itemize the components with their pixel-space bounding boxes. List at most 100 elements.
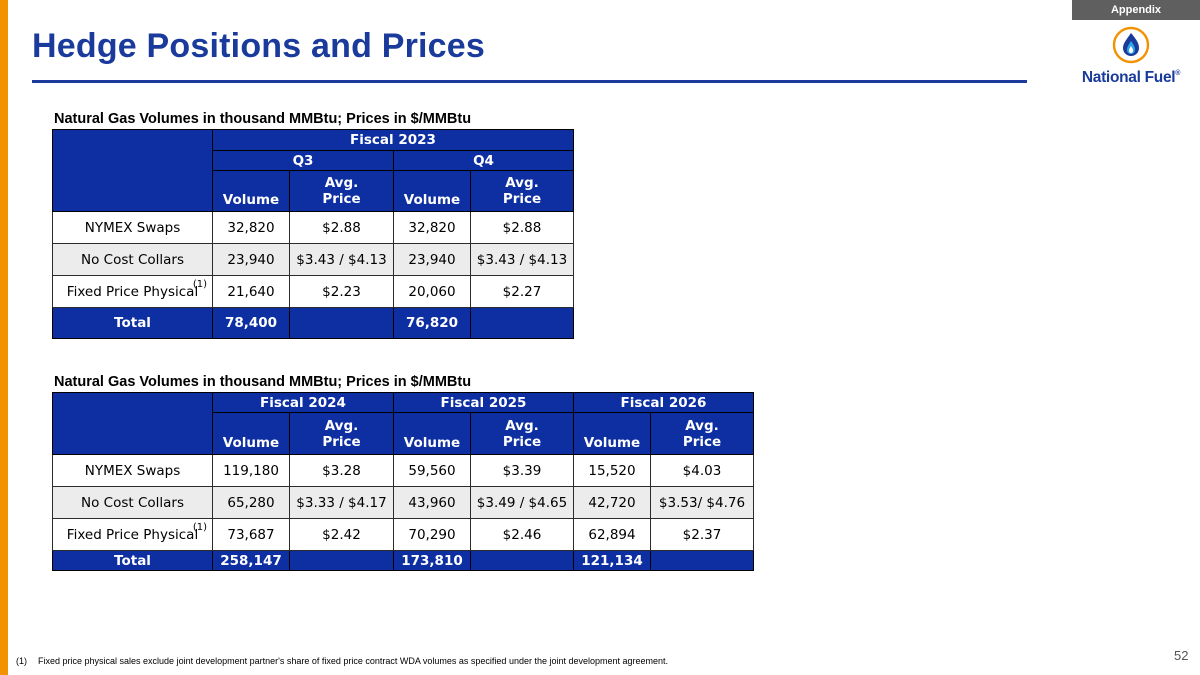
table-cell: $3.33 / $4.17 [289, 486, 394, 519]
volume-header: Volume [393, 412, 471, 455]
table-cell: 32,820 [212, 211, 290, 244]
total-row: Total 78,400 76,820 [52, 307, 574, 339]
table-cell: $3.49 / $4.65 [470, 486, 574, 519]
logo-name: National Fuel [1081, 69, 1176, 86]
footnote-marker: (1) [192, 522, 207, 533]
table-cell: $3.43 / $4.13 [289, 243, 394, 276]
volume-header: Volume [573, 412, 651, 455]
table-cell: 65,280 [212, 486, 290, 519]
price-label: Price [322, 191, 361, 207]
quarter-header: Q4 [393, 150, 574, 171]
table-row: No Cost Collars 23,940 $3.43 / $4.13 23,… [52, 243, 574, 276]
volume-header: Volume [212, 170, 290, 212]
table-cell: $2.37 [650, 518, 754, 551]
total-row: Total 258,147 173,810 121,134 [52, 550, 754, 571]
avg-price-header: Avg. Price [470, 170, 574, 212]
total-cell: 121,134 [573, 550, 651, 571]
table-cell: 119,180 [212, 454, 290, 487]
table-cell: 43,960 [393, 486, 471, 519]
table-cell: $3.39 [470, 454, 574, 487]
volume-header: Volume [212, 412, 290, 455]
table-cell: 42,720 [573, 486, 651, 519]
row-label: Fixed Price Physical [66, 283, 199, 300]
avg-label: Avg. [324, 417, 359, 434]
registered-mark: ® [1175, 70, 1181, 77]
table-cell: $2.27 [470, 275, 574, 308]
table-cell: $2.88 [470, 211, 574, 244]
fiscal-header: Fiscal 2023 [212, 129, 574, 151]
fiscal-header: Fiscal 2025 [393, 392, 574, 413]
table-cell: 59,560 [393, 454, 471, 487]
row-label: NYMEX Swaps [52, 454, 213, 487]
volume-header: Volume [393, 170, 471, 212]
table-row: Fixed Price Physical (1) 21,640 $2.23 20,… [52, 275, 574, 308]
table-row: NYMEX Swaps 32,820 $2.88 32,820 $2.88 [52, 211, 574, 244]
table-cell: $3.28 [289, 454, 394, 487]
table-cell: $2.42 [289, 518, 394, 551]
logo-wordmark: National Fuel® [1074, 69, 1188, 87]
table-cell: $3.43 / $4.13 [470, 243, 574, 276]
table-cell: $2.46 [470, 518, 574, 551]
appendix-tab: Appendix [1072, 0, 1200, 20]
table-cell: 21,640 [212, 275, 290, 308]
fiscal-header: Fiscal 2026 [573, 392, 754, 413]
total-cell [650, 550, 754, 571]
total-cell [289, 550, 394, 571]
total-label: Total [52, 550, 213, 571]
table-cell: 70,290 [393, 518, 471, 551]
header-blank-cell [52, 129, 213, 212]
row-label-cell: Fixed Price Physical (1) [52, 518, 213, 551]
fiscal-2023-hedge-table: Fiscal 2023 Q3 Q4 Volume Avg. Price Volum… [52, 129, 574, 339]
total-cell: 76,820 [393, 307, 471, 339]
table-cell: $4.03 [650, 454, 754, 487]
table-cell: $2.23 [289, 275, 394, 308]
table-cell: $3.53/ $4.76 [650, 486, 754, 519]
left-accent-bar [0, 0, 8, 675]
table-row: NYMEX Swaps 119,180 $3.28 59,560 $3.39 1… [52, 454, 754, 487]
table-cell: $2.88 [289, 211, 394, 244]
table-row: Fixed Price Physical (1) 73,687 $2.42 70,… [52, 518, 754, 551]
avg-label: Avg. [505, 417, 539, 434]
total-cell: 78,400 [212, 307, 290, 339]
fiscal-2024-2026-hedge-table: Fiscal 2024 Fiscal 2025 Fiscal 2026 Volu… [52, 392, 754, 571]
table-cell: 20,060 [393, 275, 471, 308]
total-cell: 258,147 [212, 550, 290, 571]
avg-label: Avg. [505, 175, 539, 191]
avg-label: Avg. [685, 417, 719, 434]
total-cell: 173,810 [393, 550, 471, 571]
fiscal-header: Fiscal 2024 [212, 392, 394, 413]
table-cell: 32,820 [393, 211, 471, 244]
price-label: Price [502, 433, 542, 450]
quarter-header: Q3 [212, 150, 394, 171]
price-label: Price [682, 433, 722, 450]
price-label: Price [322, 433, 361, 450]
total-label: Total [52, 307, 213, 339]
footnote-number: (1) [16, 656, 27, 666]
page-title: Hedge Positions and Prices [32, 27, 485, 65]
table-row: No Cost Collars 65,280 $3.33 / $4.17 43,… [52, 486, 754, 519]
table-cell: 23,940 [393, 243, 471, 276]
page-number: 52 [1174, 648, 1189, 663]
price-label: Price [502, 191, 542, 207]
table-cell: 15,520 [573, 454, 651, 487]
avg-price-header: Avg. Price [470, 412, 574, 455]
row-label-cell: Fixed Price Physical (1) [52, 275, 213, 308]
footnote-text: Fixed price physical sales exclude joint… [38, 656, 669, 666]
row-label: No Cost Collars [52, 243, 213, 276]
table2-caption: Natural Gas Volumes in thousand MMBtu; P… [54, 374, 472, 390]
avg-price-header: Avg. Price [289, 170, 394, 212]
table-cell: 73,687 [212, 518, 290, 551]
row-label: Fixed Price Physical [66, 526, 199, 543]
footnote-marker: (1) [192, 279, 207, 290]
row-label: NYMEX Swaps [52, 211, 213, 244]
avg-price-header: Avg. Price [289, 412, 394, 455]
table-cell: 23,940 [212, 243, 290, 276]
avg-price-header: Avg. Price [650, 412, 754, 455]
total-cell [470, 550, 574, 571]
header-blank-cell [52, 392, 213, 455]
row-label: No Cost Collars [52, 486, 213, 519]
total-cell [289, 307, 394, 339]
total-cell [470, 307, 574, 339]
title-divider [32, 80, 1027, 83]
table-cell: 62,894 [573, 518, 651, 551]
